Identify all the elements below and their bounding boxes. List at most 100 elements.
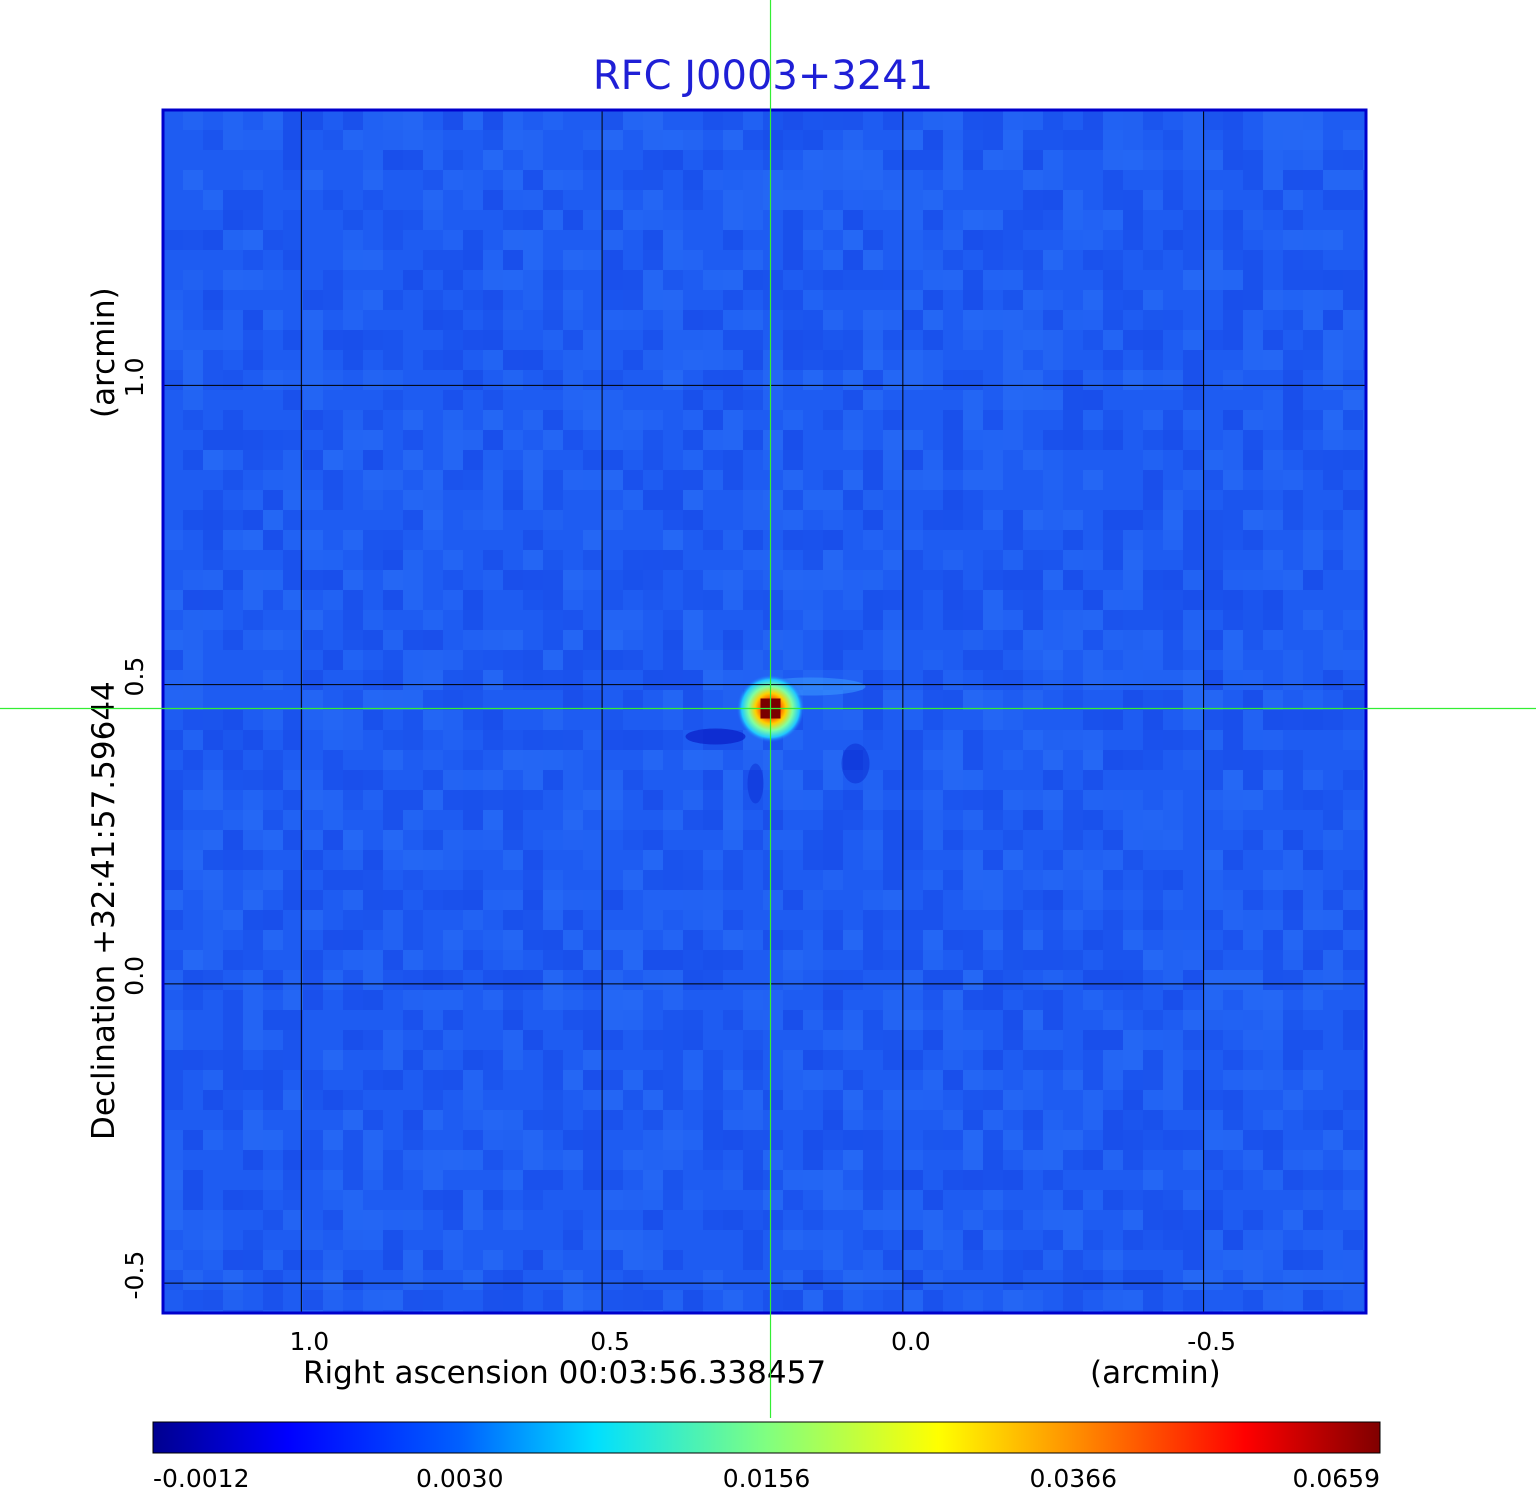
noise-cell — [463, 610, 483, 630]
noise-cell — [863, 350, 883, 370]
noise-cell — [1323, 670, 1343, 690]
noise-cell — [1083, 1070, 1103, 1090]
noise-cell — [1083, 930, 1103, 950]
noise-cell — [903, 130, 923, 150]
noise-cell — [743, 1150, 763, 1170]
noise-cell — [623, 210, 643, 230]
noise-cell — [983, 130, 1003, 150]
noise-cell — [663, 1030, 683, 1050]
noise-cell — [323, 410, 343, 430]
noise-cell — [1063, 550, 1083, 570]
noise-cell — [883, 470, 903, 490]
noise-cell — [243, 250, 263, 270]
noise-cell — [883, 1270, 903, 1290]
noise-cell — [983, 590, 1003, 610]
noise-cell — [423, 1290, 443, 1310]
noise-cell — [1343, 270, 1363, 290]
noise-cell — [643, 670, 663, 690]
noise-cell — [663, 530, 683, 550]
noise-cell — [683, 930, 703, 950]
noise-cell — [703, 1150, 723, 1170]
noise-cell — [543, 270, 563, 290]
noise-cell — [243, 1030, 263, 1050]
noise-cell — [463, 590, 483, 610]
noise-cell — [283, 1050, 303, 1070]
noise-cell — [163, 1130, 183, 1150]
noise-cell — [183, 610, 203, 630]
noise-cell — [343, 230, 363, 250]
noise-cell — [1283, 670, 1303, 690]
noise-cell — [323, 330, 343, 350]
noise-cell — [983, 1090, 1003, 1110]
noise-cell — [783, 130, 803, 150]
noise-cell — [463, 630, 483, 650]
noise-cell — [363, 470, 383, 490]
noise-cell — [483, 190, 503, 210]
y-axis-label: Declination +32:41:57.59644 — [86, 681, 122, 1140]
noise-cell — [343, 630, 363, 650]
noise-cell — [543, 1250, 563, 1270]
noise-cell — [943, 130, 963, 150]
noise-cell — [1003, 370, 1023, 390]
noise-cell — [723, 910, 743, 930]
noise-cell — [683, 970, 703, 990]
noise-cell — [543, 1110, 563, 1130]
noise-cell — [1123, 190, 1143, 210]
noise-cell — [1303, 450, 1323, 470]
noise-cell — [703, 170, 723, 190]
noise-cell — [1143, 410, 1163, 430]
noise-cell — [663, 550, 683, 570]
noise-cell — [323, 870, 343, 890]
noise-cell — [603, 410, 623, 430]
noise-cell — [443, 310, 463, 330]
noise-cell — [483, 1110, 503, 1130]
noise-cell — [1203, 330, 1223, 350]
noise-cell — [203, 710, 223, 730]
noise-cell — [883, 1190, 903, 1210]
noise-cell — [663, 850, 683, 870]
noise-cell — [423, 1050, 443, 1070]
noise-cell — [1063, 790, 1083, 810]
noise-cell — [543, 110, 563, 130]
noise-cell — [583, 150, 603, 170]
noise-cell — [243, 970, 263, 990]
noise-cell — [423, 850, 443, 870]
noise-cell — [403, 650, 423, 670]
noise-cell — [883, 1210, 903, 1230]
noise-cell — [823, 1010, 843, 1030]
noise-cell — [203, 890, 223, 910]
noise-cell — [203, 350, 223, 370]
noise-cell — [983, 210, 1003, 230]
noise-cell — [643, 850, 663, 870]
noise-cell — [663, 650, 683, 670]
noise-cell — [643, 570, 663, 590]
noise-cell — [1163, 1130, 1183, 1150]
noise-cell — [683, 1290, 703, 1310]
noise-cell — [1283, 130, 1303, 150]
noise-cell — [1243, 310, 1263, 330]
noise-cell — [423, 150, 443, 170]
noise-cell — [783, 570, 803, 590]
noise-cell — [1083, 710, 1103, 730]
noise-cell — [423, 890, 443, 910]
noise-cell — [983, 270, 1003, 290]
noise-cell — [1083, 670, 1103, 690]
noise-cell — [523, 1190, 543, 1210]
noise-cell — [1343, 170, 1363, 190]
noise-cell — [283, 170, 303, 190]
noise-cell — [1023, 1050, 1043, 1070]
noise-cell — [583, 950, 603, 970]
noise-cell — [343, 1190, 363, 1210]
noise-cell — [843, 470, 863, 490]
noise-cell — [1223, 1050, 1243, 1070]
noise-cell — [923, 970, 943, 990]
noise-cell — [1163, 310, 1183, 330]
noise-cell — [1263, 470, 1283, 490]
noise-cell — [783, 890, 803, 910]
noise-cell — [1343, 130, 1363, 150]
noise-cell — [1183, 250, 1203, 270]
noise-cell — [883, 650, 903, 670]
noise-cell — [603, 390, 623, 410]
noise-cell — [1043, 1050, 1063, 1070]
y-tick-label: -0.5 — [120, 1251, 149, 1300]
